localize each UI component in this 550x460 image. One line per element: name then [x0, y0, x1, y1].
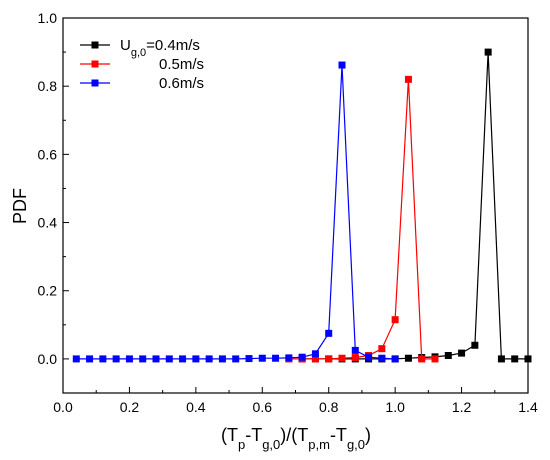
data-point	[524, 355, 532, 363]
legend-label: Ug,0=0.4m/s	[120, 37, 200, 59]
data-point	[431, 355, 439, 363]
data-point	[152, 355, 160, 363]
legend-marker	[91, 41, 99, 49]
data-point	[351, 346, 359, 354]
data-point	[325, 355, 333, 363]
data-point	[338, 354, 346, 362]
data-point	[72, 355, 80, 363]
legend-marker	[91, 79, 99, 87]
legend-label: 0.6m/s	[159, 75, 204, 92]
series-0	[298, 48, 532, 363]
plot-frame	[62, 17, 529, 394]
data-point	[112, 355, 120, 363]
data-point	[272, 354, 280, 362]
data-point	[285, 354, 293, 362]
legend-marker	[91, 60, 99, 68]
data-point	[484, 48, 492, 56]
x-tick-label: 0.0	[53, 399, 73, 415]
data-point	[418, 355, 426, 363]
data-point	[192, 355, 200, 363]
x-axis-label: (Tp-Tg,0)/(Tp,m-Tg,0)	[221, 425, 371, 452]
legend-label: 0.5m/s	[159, 56, 204, 73]
axis-ticks	[62, 17, 529, 394]
data-point	[338, 61, 346, 69]
y-axis-label: PDF	[10, 188, 30, 224]
series-line	[76, 64, 396, 360]
data-point	[378, 354, 386, 362]
y-tick-label: 0.0	[38, 351, 58, 367]
series-line	[302, 52, 528, 360]
legend-entry: Ug,0=0.4m/s	[80, 37, 200, 59]
data-point	[218, 355, 226, 363]
series-2	[72, 61, 399, 363]
data-point	[365, 353, 373, 361]
data-point	[245, 355, 253, 363]
x-tick-label: 0.2	[120, 399, 140, 415]
y-tick-label: 0.8	[38, 78, 58, 94]
data-point	[99, 355, 107, 363]
x-tick-label: 0.8	[319, 399, 339, 415]
data-point	[391, 316, 399, 324]
data-point	[165, 355, 173, 363]
data-point	[351, 354, 359, 362]
data-point	[139, 355, 147, 363]
data-point	[458, 349, 466, 357]
data-point	[404, 75, 412, 83]
data-point	[232, 355, 240, 363]
data-point	[311, 350, 319, 358]
data-point	[391, 355, 399, 363]
y-tick-label: 0.6	[38, 146, 58, 162]
data-point	[258, 354, 266, 362]
x-tick-label: 0.6	[253, 399, 273, 415]
y-tick-label: 0.4	[38, 215, 58, 231]
data-point	[511, 355, 519, 363]
data-point	[125, 355, 133, 363]
series-group	[72, 48, 532, 363]
legend: Ug,0=0.4m/s0.5m/s 0.6m/s	[80, 37, 204, 92]
series-1	[285, 75, 439, 363]
data-point	[298, 353, 306, 361]
x-tick-label: 0.4	[186, 399, 206, 415]
data-point	[205, 355, 213, 363]
data-point	[311, 355, 319, 363]
data-point	[179, 355, 187, 363]
data-point	[325, 329, 333, 337]
data-point	[378, 345, 386, 353]
series-line	[288, 79, 435, 360]
data-point	[444, 352, 452, 359]
data-point	[86, 355, 94, 363]
data-point	[471, 341, 479, 349]
legend-entry: 0.6m/s	[80, 75, 204, 92]
data-point	[497, 355, 505, 363]
tick-labels: 0.0 0.2 0.4 0.6 0.8 1.0 1.2 1.4 0.0 0.2 0.4 0.6 0.8 1…	[38, 10, 538, 415]
x-tick-label: 1.0	[385, 399, 405, 415]
data-point	[404, 354, 412, 362]
x-tick-label: 1.4	[518, 399, 538, 415]
y-tick-label: 0.2	[38, 283, 58, 299]
y-tick-label: 1.0	[38, 10, 58, 26]
x-tick-label: 1.2	[452, 399, 472, 415]
legend-entry: 0.5m/s	[80, 56, 204, 73]
